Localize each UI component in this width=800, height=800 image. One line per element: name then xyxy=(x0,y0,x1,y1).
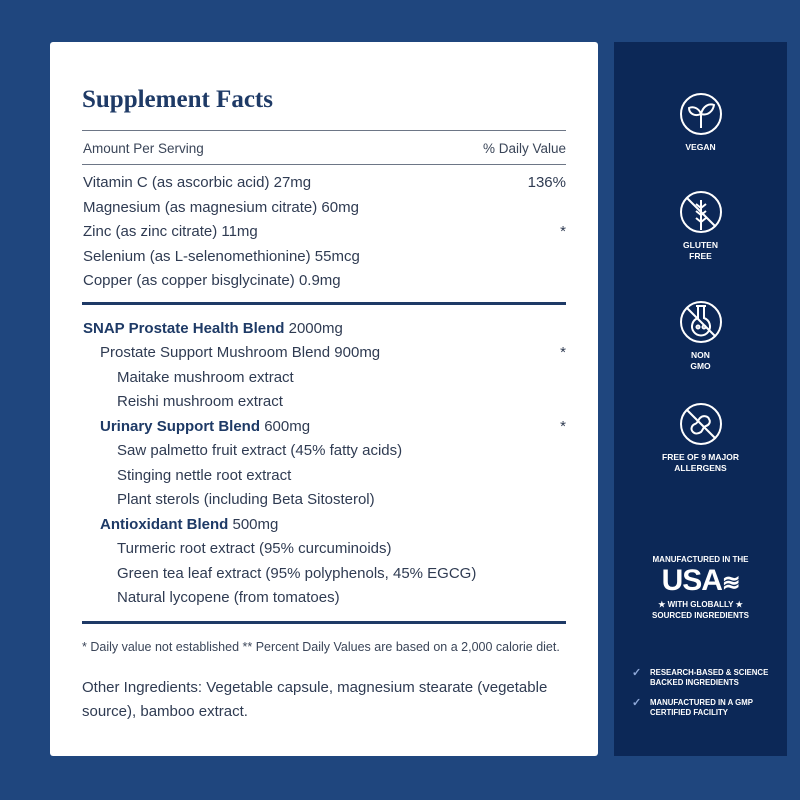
wheat-crossed-icon xyxy=(679,191,722,233)
check-text: MANUFACTURED IN A GMP xyxy=(650,698,753,707)
supplement-facts-card: Supplement Facts Amount Per Serving % Da… xyxy=(50,42,598,756)
nutrient-row: Selenium (as L-selenomethionine) 55mcg xyxy=(83,248,566,265)
blend-name: SNAP Prostate Health Blend xyxy=(83,320,285,337)
check-text: RESEARCH-BASED & SCIENCE xyxy=(650,668,769,677)
ingredient-row: Urinary Support Blend 600mg * xyxy=(83,418,566,435)
check-text: BACKED INGREDIENTS xyxy=(650,678,739,687)
nutrient-row: Copper (as copper bisglycinate) 0.9mg xyxy=(83,272,566,289)
usa-line1: ★ WITH GLOBALLY ★ xyxy=(658,600,743,609)
ingredient-row: Plant sterols (including Beta Sitosterol… xyxy=(83,491,566,508)
ingredient-name: Green tea leaf extract (95% polyphenols,… xyxy=(117,564,477,582)
page-title: Supplement Facts xyxy=(82,86,273,113)
leaf-icon xyxy=(679,93,722,135)
nutrient-name: Magnesium (as magnesium citrate) 60mg xyxy=(83,198,359,216)
blend-amount: 2000mg xyxy=(288,320,343,337)
flask-crossed-icon xyxy=(679,301,722,343)
usa-top: MANUFACTURED IN THE xyxy=(652,555,749,564)
nutrient-name: Selenium (as L-selenomethionine) 55mcg xyxy=(83,247,360,265)
badge-label: FREE OF 9 MAJOR xyxy=(662,452,739,462)
ingredient-dv: * xyxy=(560,417,566,435)
ingredient-name: Prostate Support Mushroom Blend 900mg xyxy=(100,344,381,361)
ingredient-row: Green tea leaf extract (95% polyphenols,… xyxy=(83,565,566,582)
ingredient-row: Saw palmetto fruit extract (45% fatty ac… xyxy=(83,442,566,459)
check-icon: ✓ xyxy=(632,697,642,709)
badge-non-gmo: NON GMO xyxy=(614,300,787,372)
check-item: ✓ RESEARCH-BASED & SCIENCE BACKED INGREDIE… xyxy=(632,668,782,688)
ingredient-row: Natural lycopene (from tomatoes) xyxy=(83,589,566,606)
nutrient-row: Vitamin C (as ascorbic acid) 27mg 136% xyxy=(83,174,566,191)
badge-allergens: FREE OF 9 MAJOR ALLERGENS xyxy=(614,402,787,474)
ingredient-row: Turmeric root extract (95% curcuminoids) xyxy=(83,540,566,557)
badges-panel: VEGAN GLUTEN FREE NON GMO FREE OF 9 MAJO… xyxy=(614,42,787,756)
blend-row: SNAP Prostate Health Blend 2000mg xyxy=(83,320,566,337)
usa-logo: USA≋ xyxy=(614,565,787,599)
badge-label: GMO xyxy=(690,361,711,371)
check-item: ✓ MANUFACTURED IN A GMP CERTIFIED FACILITY xyxy=(632,698,782,718)
ingredient-name: Antioxidant Blend xyxy=(100,515,229,533)
ingredient-name: Stinging nettle root extract xyxy=(117,466,292,484)
badge-label: ALLERGENS xyxy=(674,463,727,473)
ingredient-amount: 600mg xyxy=(264,417,311,435)
badge-vegan: VEGAN xyxy=(614,92,787,153)
divider xyxy=(82,130,566,131)
nutrient-dv: * xyxy=(560,223,566,240)
ingredient-name: Urinary Support Blend xyxy=(100,417,261,435)
ingredient-name: Reishi mushroom extract xyxy=(117,393,283,410)
ingredient-row: Reishi mushroom extract xyxy=(83,393,566,410)
ingredient-name: Natural lycopene (from tomatoes) xyxy=(117,589,340,606)
usa-text: USA xyxy=(661,564,723,597)
thick-divider xyxy=(82,621,566,624)
flag-icon: ≋ xyxy=(721,570,740,595)
usa-line2: SOURCED INGREDIENTS xyxy=(652,611,749,620)
thick-divider xyxy=(82,302,566,305)
ingredient-amount: 500mg xyxy=(232,515,279,533)
divider xyxy=(82,164,566,165)
ingredient-name: Maitake mushroom extract xyxy=(117,368,294,386)
nutrient-name: Copper (as copper bisglycinate) 0.9mg xyxy=(83,272,341,289)
nutrient-name: Vitamin C (as ascorbic acid) 27mg xyxy=(83,174,312,191)
check-text: CERTIFIED FACILITY xyxy=(650,708,728,717)
badge-label: NON xyxy=(691,350,710,360)
ingredient-row: Maitake mushroom extract xyxy=(83,369,566,386)
badge-gluten-free: GLUTEN FREE xyxy=(614,190,787,262)
nutrient-dv: 136% xyxy=(527,174,566,191)
ingredient-name: Plant sterols (including Beta Sitosterol… xyxy=(117,491,375,508)
ingredient-row: Stinging nettle root extract xyxy=(83,467,566,484)
ingredient-dv: * xyxy=(560,344,566,361)
made-in-usa-badge: MANUFACTURED IN THE USA≋ ★ WITH GLOBALLY… xyxy=(614,554,787,621)
ingredient-name: Turmeric root extract (95% curcuminoids) xyxy=(117,540,392,557)
ingredient-name: Saw palmetto fruit extract (45% fatty ac… xyxy=(117,442,403,459)
badge-label: VEGAN xyxy=(685,142,716,152)
ingredient-row: Prostate Support Mushroom Blend 900mg * xyxy=(83,344,566,361)
check-icon: ✓ xyxy=(632,667,642,679)
column-headers: Amount Per Serving % Daily Value xyxy=(83,141,566,156)
other-ingredients: Other Ingredients: Vegetable capsule, ma… xyxy=(82,679,548,720)
nutrient-row: Zinc (as zinc citrate) 11mg * xyxy=(83,223,566,240)
badge-label: GLUTEN xyxy=(683,240,718,250)
amount-header: Amount Per Serving xyxy=(83,141,204,156)
nutrient-name: Zinc (as zinc citrate) 11mg xyxy=(83,223,258,240)
ingredient-row: Antioxidant Blend 500mg xyxy=(83,516,566,533)
badge-label: FREE xyxy=(689,251,712,261)
dv-header: % Daily Value xyxy=(482,141,566,156)
footnote: * Daily value not established ** Percent… xyxy=(82,640,560,654)
peanut-crossed-icon xyxy=(679,403,722,445)
nutrient-row: Magnesium (as magnesium citrate) 60mg xyxy=(83,199,566,216)
